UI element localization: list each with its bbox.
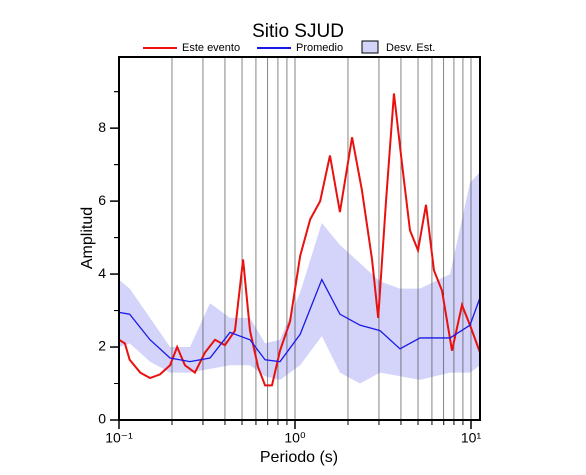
plot-frame xyxy=(118,56,481,421)
y-tick-label: 2 xyxy=(98,338,106,354)
y-axis-label: Amplitud xyxy=(79,207,96,269)
x-tick-label: 10¹ xyxy=(461,430,482,446)
y-tick-label: 4 xyxy=(98,265,106,281)
std-band xyxy=(119,171,480,384)
y-tick-label: 6 xyxy=(98,192,106,208)
series-line xyxy=(118,277,481,363)
chart-title: Sitio SJUD xyxy=(252,21,344,42)
y-tick-label: 8 xyxy=(98,119,106,135)
legend-label: Este evento xyxy=(182,42,240,54)
series-line xyxy=(118,93,481,387)
legend-label: Desv. Est. xyxy=(386,42,435,54)
x-tick-label: 10⁰ xyxy=(284,430,306,446)
legend-label: Promedio xyxy=(296,42,343,54)
x-tick-label: 10⁻¹ xyxy=(105,430,133,446)
y-tick-label: 0 xyxy=(98,411,106,427)
x-axis-label: Periodo (s) xyxy=(260,449,338,466)
legend-swatch xyxy=(361,40,379,54)
